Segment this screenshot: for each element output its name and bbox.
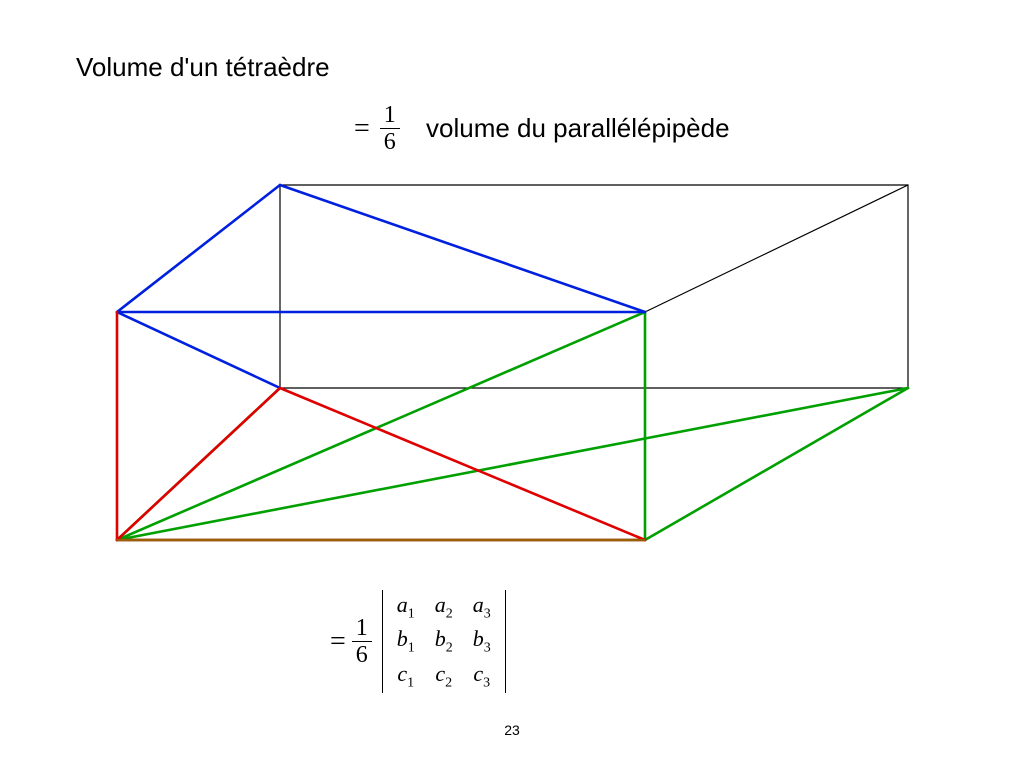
- det-entry: b1: [387, 624, 425, 658]
- det-entry: a2: [425, 590, 463, 624]
- det-entry: b3: [463, 624, 501, 658]
- det-entry: c2: [425, 659, 463, 693]
- det-entry: c3: [463, 659, 501, 693]
- volume-parallelepiped-label: volume du parallélépipède: [426, 113, 730, 144]
- fraction-stack: 1 6: [380, 102, 400, 156]
- fraction-numerator: 1: [352, 615, 372, 642]
- fraction-denominator: 6: [380, 129, 400, 155]
- determinant-formula: = 1 6 a1a2a3b1b2b3c1c2c3: [330, 590, 506, 693]
- page-title: Volume d'un tétraèdre: [76, 52, 330, 83]
- equals-sign: =: [354, 113, 370, 145]
- det-entry: a3: [463, 590, 501, 624]
- determinant-matrix: a1a2a3b1b2b3c1c2c3: [387, 590, 501, 693]
- equals-sign: =: [330, 626, 346, 658]
- det-entry: c1: [387, 659, 425, 693]
- fraction-denominator: 6: [352, 642, 372, 668]
- det-row: a1a2a3: [387, 590, 501, 624]
- fraction-numerator: 1: [380, 102, 400, 129]
- det-row: b1b2b3: [387, 624, 501, 658]
- fraction-stack: 1 6: [352, 615, 372, 669]
- det-entry: a1: [387, 590, 425, 624]
- det-right-bar: [505, 590, 506, 693]
- determinant-bars: a1a2a3b1b2b3c1c2c3: [382, 590, 506, 693]
- page-number: 23: [504, 722, 520, 738]
- det-entry: b2: [425, 624, 463, 658]
- fraction-one-sixth-top: = 1 6: [354, 102, 400, 156]
- parallelepiped-diagram: [70, 170, 940, 570]
- det-left-bar: [382, 590, 383, 693]
- det-row: c1c2c3: [387, 659, 501, 693]
